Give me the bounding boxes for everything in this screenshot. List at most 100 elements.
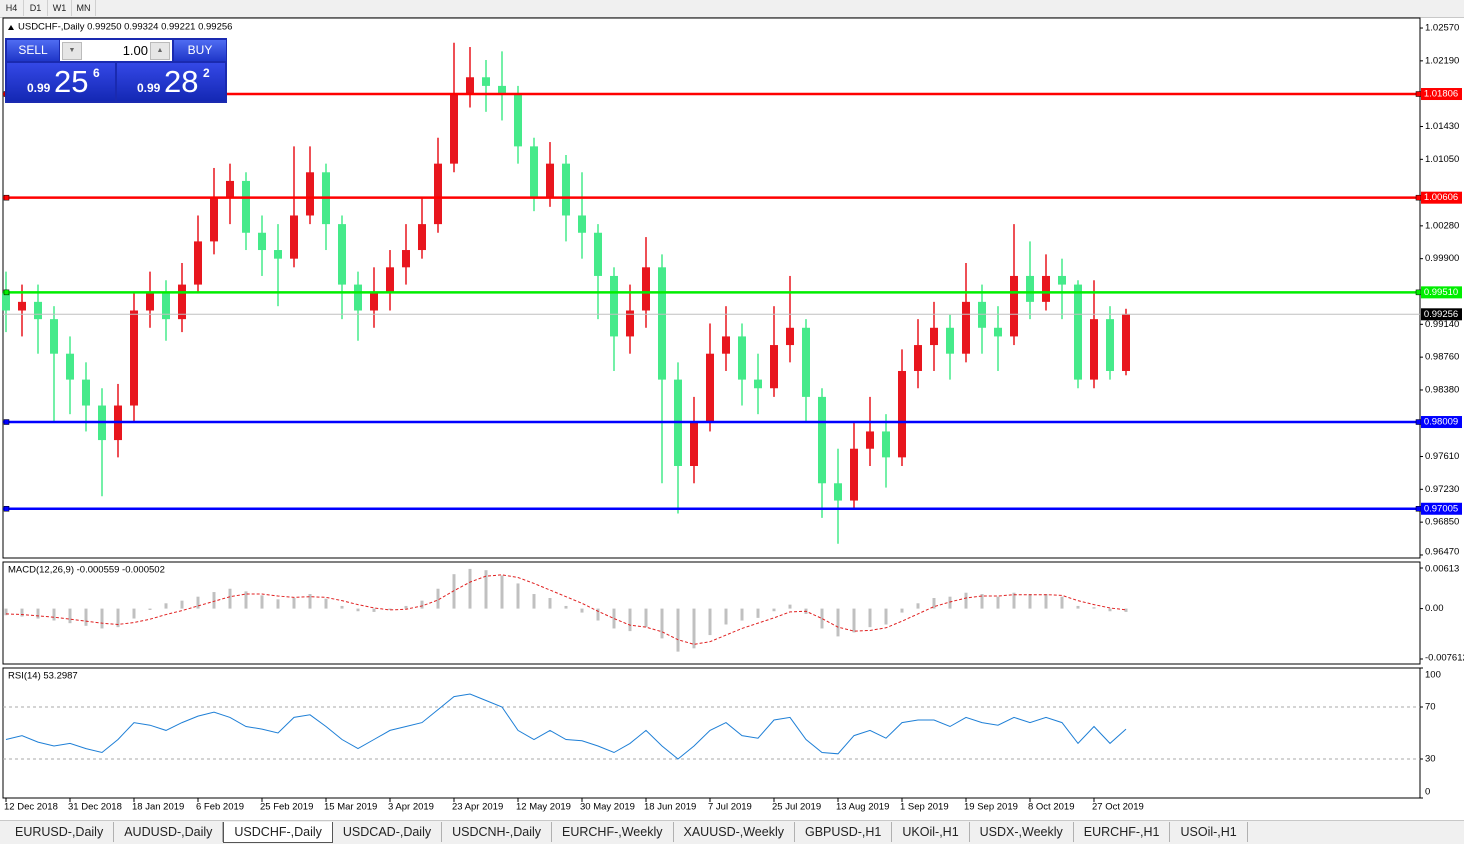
macd-histogram-bar [100,608,104,629]
macd-histogram-bar [228,588,232,609]
macd-histogram-bar [868,608,872,628]
macd-histogram-bar [52,608,56,621]
candle-body [258,232,266,251]
volume-up[interactable]: ▲ [150,42,170,60]
volume-value: 1.00 [122,43,148,58]
chart-tab[interactable]: USDCAD-,Daily [333,822,443,842]
x-tick-label: 12 May 2019 [516,802,571,813]
ask-price[interactable]: 0.99 28 2 [117,63,225,101]
candle-body [914,345,922,371]
indicator-title: MACD(12,26,9) -0.000559 -0.000502 [8,565,165,576]
macd-histogram-bar [260,595,264,609]
candle-body [706,353,714,423]
volume-spinner[interactable]: ▼ 1.00 ▲ [60,40,172,61]
y-tick-label: 0.98380 [1425,384,1459,395]
chart-tab[interactable]: EURCHF-,H1 [1074,822,1171,842]
candle-body [850,448,858,501]
y-tick-label: 100 [1425,670,1441,681]
bid-price[interactable]: 0.99 25 6 [7,63,115,101]
level-label: 1.01806 [1424,89,1458,100]
candle-body [802,327,810,397]
y-tick-label: 0.99900 [1425,253,1459,264]
timeframe-button[interactable]: W1 [48,0,72,16]
candle-body [146,293,154,311]
chart-tab[interactable]: GBPUSD-,H1 [795,822,893,842]
level-label-box [1421,191,1462,204]
candle-body [690,422,698,466]
volume-down[interactable]: ▼ [62,42,82,60]
candle-body [338,224,346,285]
macd-histogram-bar [948,596,952,609]
macd-histogram-bar [356,608,360,612]
timeframe-button[interactable]: D1 [24,0,48,16]
candle-body [2,293,10,311]
chart-tabs: EURUSD-,Daily AUDUSD-,Daily USDCHF-,Daily U… [0,820,1464,844]
candle-body [354,284,362,311]
macd-histogram-bar [932,598,936,609]
candle-body [370,293,378,311]
candle-body [546,163,554,199]
macd-histogram-bar [1076,605,1080,609]
candle-body [1042,275,1050,302]
macd-histogram-bar [196,596,200,609]
macd-histogram-bar [1028,594,1032,609]
y-tick-label: 30 [1425,754,1436,765]
candle-body [1122,313,1130,371]
chart-tab[interactable]: USOil-,H1 [1170,822,1248,842]
macd-histogram-bar [644,608,648,628]
macd-histogram-bar [324,598,328,609]
chart-tab[interactable]: USDCNH-,Daily [442,822,553,842]
macd-histogram-bar [516,583,520,609]
level-label-box [1421,88,1462,101]
candle-body [754,379,762,389]
x-tick-label: 6 Feb 2019 [196,802,244,813]
macd-histogram-bar [500,575,504,609]
level-label-box [1421,416,1462,429]
current-price-label: 0.99256 [1424,309,1458,320]
indicator-title: RSI(14) 53.2987 [8,671,78,682]
macd-histogram-bar [724,608,728,625]
macd-histogram-bar [436,588,440,609]
chart-tab[interactable]: UKOil-,H1 [892,822,970,842]
sell-button[interactable]: SELL [7,40,59,61]
buy-button[interactable]: BUY [174,40,226,61]
candle-body [130,310,138,406]
macd-histogram-bar [676,608,680,652]
chart-tab[interactable]: USDCHF-,Daily [223,822,333,843]
level-label-box [1421,502,1462,515]
y-tick-label: 0.99140 [1425,319,1459,330]
candle-body [962,301,970,354]
chart-window: 1.025701.021901.014301.010501.002800.999… [2,17,1464,813]
candle-body [194,241,202,285]
chart-tab[interactable]: EURCHF-,Weekly [552,822,674,842]
macd-histogram-bar [276,599,280,609]
macd-histogram-bar [308,594,312,609]
candle-body [402,250,410,268]
macd-histogram-bar [404,605,408,609]
timeframe-button[interactable]: MN [72,0,96,16]
chart-tab[interactable]: XAUUSD-,Weekly [674,822,795,842]
candle-body [866,431,874,449]
price-prefix: 0.99 [27,81,51,95]
macd-histogram-bar [836,608,840,637]
x-tick-label: 13 Aug 2019 [836,802,889,813]
candle-body [306,172,314,216]
macd-histogram-bar [484,570,488,609]
macd-histogram-bar [772,608,776,612]
chart-tab[interactable]: EURUSD-,Daily [5,822,115,842]
chart-tab[interactable]: AUDUSD-,Daily [114,822,224,842]
macd-histogram-bar [916,603,920,609]
timeframe-button[interactable]: H4 [0,0,24,16]
macd-histogram-bar [388,608,392,610]
chart-tab[interactable]: USDX-,Weekly [970,822,1074,842]
candle-body [450,94,458,164]
current-price-box [1421,308,1462,321]
macd-histogram-bar [36,608,40,619]
macd-histogram-bar [212,592,216,609]
x-tick-label: 25 Feb 2019 [260,802,313,813]
level-anchor [1415,194,1422,201]
candle-body [594,232,602,276]
candle-body [434,163,442,225]
candle-body [482,77,490,86]
x-tick-label: 18 Jun 2019 [644,802,696,813]
